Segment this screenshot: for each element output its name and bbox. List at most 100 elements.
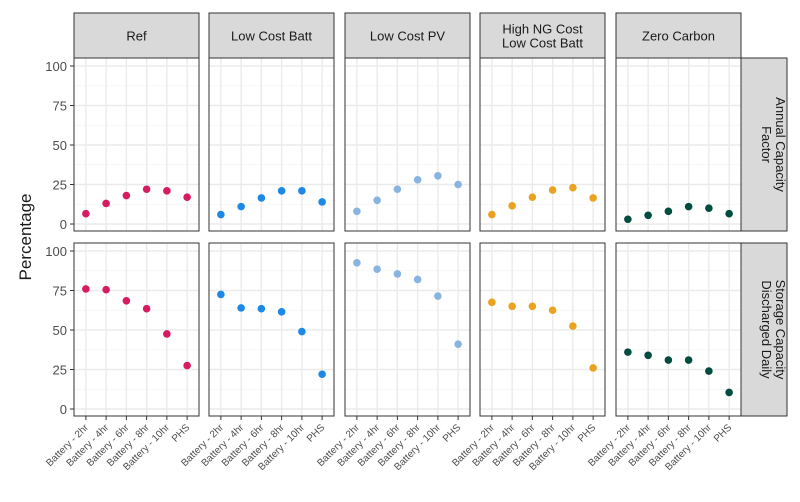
data-point bbox=[528, 302, 537, 311]
data-point bbox=[454, 180, 462, 189]
y-tick-label: 75 bbox=[53, 284, 67, 299]
data-point bbox=[413, 175, 422, 184]
data-point bbox=[508, 202, 516, 210]
y-tick-label: 0 bbox=[60, 217, 67, 232]
panel-border bbox=[208, 57, 335, 232]
facet-row-strip bbox=[740, 242, 788, 417]
data-point bbox=[725, 388, 733, 397]
data-point bbox=[142, 304, 151, 313]
data-point bbox=[298, 187, 306, 195]
data-point bbox=[664, 207, 673, 216]
data-point bbox=[569, 322, 577, 330]
data-point bbox=[725, 209, 733, 218]
data-point bbox=[353, 259, 361, 267]
y-tick-label: 0 bbox=[60, 402, 67, 417]
facet-row-label: Annual Capacity bbox=[773, 97, 788, 192]
facet-header-label: Low Cost PV bbox=[370, 29, 445, 44]
data-point bbox=[237, 304, 245, 312]
data-point bbox=[624, 348, 632, 356]
data-point bbox=[393, 270, 402, 278]
data-point bbox=[488, 298, 496, 307]
data-point bbox=[589, 364, 597, 372]
facet-row-strip bbox=[740, 57, 788, 232]
y-tick-label: 75 bbox=[53, 99, 67, 114]
facet-header-strip bbox=[479, 12, 606, 59]
data-point bbox=[142, 185, 151, 194]
panel-border bbox=[479, 57, 606, 232]
data-point bbox=[277, 308, 286, 316]
facet-row-label: Discharged Daily bbox=[759, 280, 774, 379]
y-tick-label: 50 bbox=[53, 138, 67, 153]
data-point bbox=[644, 351, 652, 360]
data-point bbox=[82, 285, 90, 293]
data-point bbox=[373, 265, 381, 273]
facet-header-label: Low Cost Batt bbox=[231, 29, 312, 44]
data-point bbox=[257, 194, 266, 202]
facet-header-label: Ref bbox=[126, 29, 147, 44]
data-point bbox=[705, 204, 713, 212]
y-axis-title: Percentage bbox=[16, 194, 35, 281]
x-tick-label: PHS bbox=[170, 422, 193, 445]
data-point bbox=[684, 356, 693, 364]
data-point bbox=[183, 193, 191, 201]
facet-header-label: Zero Carbon bbox=[642, 29, 715, 44]
data-point bbox=[122, 296, 131, 305]
data-point bbox=[705, 367, 713, 375]
data-point bbox=[413, 275, 422, 284]
panel-border bbox=[344, 57, 471, 232]
data-point bbox=[373, 196, 381, 205]
data-point bbox=[163, 330, 171, 338]
data-point bbox=[624, 215, 632, 224]
data-point bbox=[548, 186, 557, 194]
data-point bbox=[237, 202, 245, 211]
x-tick-label: PHS bbox=[441, 422, 464, 445]
facet-header-label: High NG Cost bbox=[502, 22, 583, 37]
data-point bbox=[434, 172, 442, 180]
facet-header-strip bbox=[208, 12, 335, 59]
panel-border bbox=[208, 242, 335, 417]
x-tick-label: PHS bbox=[576, 422, 599, 445]
facet-row-label: Factor bbox=[759, 126, 774, 164]
facet-header-label: Low Cost Batt bbox=[502, 36, 583, 51]
data-point bbox=[217, 290, 225, 299]
data-point bbox=[183, 361, 191, 370]
data-point bbox=[102, 285, 110, 294]
data-point bbox=[569, 183, 577, 192]
panel-border bbox=[615, 242, 742, 417]
data-point bbox=[217, 210, 225, 219]
data-point bbox=[434, 292, 442, 300]
data-point bbox=[393, 185, 402, 194]
facet-row-label: Storage Capacity bbox=[773, 280, 788, 380]
y-tick-label: 50 bbox=[53, 323, 67, 338]
data-point bbox=[102, 199, 110, 208]
y-tick-label: 100 bbox=[45, 59, 67, 74]
data-point bbox=[257, 304, 266, 313]
x-tick-label: PHS bbox=[305, 422, 328, 445]
data-point bbox=[488, 210, 496, 219]
data-point bbox=[353, 207, 361, 216]
data-point bbox=[298, 327, 306, 336]
facet-header-strip bbox=[344, 12, 471, 59]
panel-border bbox=[344, 242, 471, 417]
y-tick-label: 25 bbox=[53, 363, 67, 378]
y-tick-label: 100 bbox=[45, 244, 67, 259]
data-point bbox=[277, 187, 286, 195]
data-point bbox=[508, 302, 516, 311]
data-point bbox=[528, 193, 537, 201]
data-point bbox=[684, 202, 693, 211]
data-point bbox=[82, 209, 90, 218]
data-point bbox=[454, 340, 462, 349]
data-point bbox=[318, 198, 326, 206]
data-point bbox=[644, 211, 652, 220]
panel-border bbox=[479, 242, 606, 417]
data-point bbox=[589, 194, 597, 202]
data-point bbox=[548, 306, 557, 315]
y-tick-label: 25 bbox=[53, 178, 67, 193]
panel-border bbox=[615, 57, 742, 232]
facet-header-strip bbox=[73, 12, 200, 59]
data-point bbox=[318, 370, 326, 379]
data-point bbox=[664, 356, 673, 364]
data-point bbox=[163, 187, 171, 195]
x-tick-label: PHS bbox=[712, 422, 735, 445]
